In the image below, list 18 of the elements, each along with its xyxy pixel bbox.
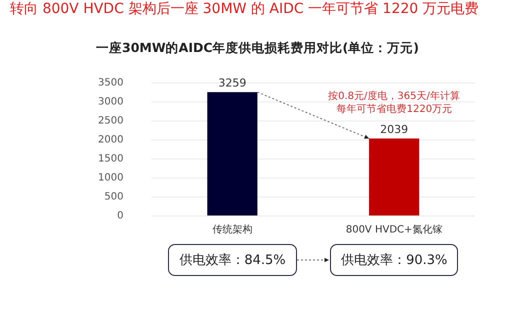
text: 供电效率：84.5% (168, 244, 297, 276)
y-tick-label: 3000 (98, 96, 124, 108)
text: 供电效率：90.3% (330, 244, 458, 276)
y-tick-label: 2500 (98, 116, 124, 127)
data-label: 3259 (218, 76, 246, 90)
y-tick-label: 2000 (98, 134, 124, 146)
y-tick-label: 500 (104, 192, 124, 203)
y-tick-label: 1000 (98, 172, 124, 184)
y-tick-label: 3500 (98, 78, 124, 89)
y-tick-label: 1500 (98, 154, 124, 165)
chart-subtitle: 一座30MW的AIDC年度供电损耗费用对比(单位：万元) (95, 40, 420, 57)
y-tick-label: 0 (117, 210, 124, 222)
chart-title: 转向 800V HVDC 架构后一座 30MW 的 AIDC 一年可节省 1220 万元电费 (10, 1, 479, 18)
annotation: 按0.8元/度电，365天/年计算 (328, 90, 460, 103)
x-tick-label: 800V HVDC+氮化镓 (346, 224, 442, 236)
data-label: 2039 (380, 122, 408, 136)
x-tick-label: 传统架构 (212, 224, 252, 236)
annotation: 每年可节省电费1220万元 (336, 102, 452, 116)
